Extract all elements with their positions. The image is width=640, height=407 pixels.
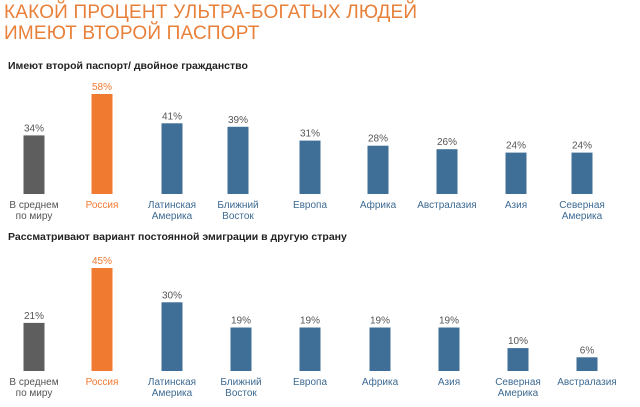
chart-1-category-label-8: Азия [505, 200, 527, 211]
page-title-line-1: КАКОЙ ПРОЦЕНТ УЛЬТРА-БОГАТЫХ ЛЮДЕЙ [4, 2, 418, 23]
chart-2-value-label-6: 19% [370, 316, 390, 327]
chart-2-category-label-8: Северная Америка [495, 377, 541, 399]
chart-1-bar-6 [367, 145, 389, 194]
page-title: КАКОЙ ПРОЦЕНТ УЛЬТРА-БОГАТЫХ ЛЮДЕЙ ИМЕЮТ… [4, 2, 417, 44]
chart-2-bar-3 [161, 302, 183, 371]
chart-2-plot: 21% В среднем по миру 45% Россия 30% Латинская… [9, 256, 616, 399]
chart-1-bar-2 [91, 94, 113, 194]
chart-1-value-label-5: 31% [300, 129, 320, 140]
chart-1-category-label-2: Россия [86, 200, 119, 211]
chart-1-category-label-9: Северная Америка [559, 200, 605, 222]
chart-1-bar-4 [227, 126, 249, 194]
chart-2-bar-5 [299, 327, 321, 371]
chart-2-category-label-2: Россия [86, 377, 119, 388]
chart-2-category-label-3: Латинская Америка [148, 377, 196, 399]
chart-2-bar-1 [23, 322, 45, 371]
chart-1-value-label-9: 24% [572, 141, 592, 152]
chart-2-value-label-7: 19% [439, 316, 459, 327]
chart-1-bar-1 [23, 135, 45, 194]
chart-2-bar-7 [438, 327, 460, 371]
chart-1-category-label-5: Европа [293, 200, 328, 211]
chart-2-value-label-3: 30% [162, 290, 182, 301]
chart-1-category-label-6: Африка [360, 199, 397, 211]
chart-1-value-label-8: 24% [506, 141, 526, 152]
chart-2-category-label-6: Африка [362, 376, 399, 388]
chart-1-bar-9 [571, 152, 593, 194]
chart-1-category-label-7: Австралазия [417, 200, 476, 211]
chart-2-value-label-8: 10% [508, 336, 528, 347]
chart-1-bar-3 [161, 123, 183, 194]
chart-2-category-label-4: Ближний Восток [220, 377, 261, 399]
chart-1-title: Имеют второй паспорт/ двойное гражданств… [8, 60, 248, 72]
chart-2-category-label-7: Азия [438, 377, 460, 388]
chart-2-value-label-9: 6% [580, 345, 595, 356]
chart-2-title: Рассматривают вариант постоянной эмиграц… [8, 231, 347, 243]
chart-2-value-label-1: 21% [24, 311, 44, 322]
chart-2-category-label-1: В среднем по миру [9, 377, 58, 399]
chart-2-bar-2 [91, 268, 113, 371]
chart-1-bar-7 [436, 149, 458, 194]
chart-2-category-label-9: Австралазия [557, 377, 616, 388]
page-title-line-2: ИМЕЮТ ВТОРОЙ ПАСПОРТ [4, 23, 260, 44]
chart-2-value-label-4: 19% [231, 316, 251, 327]
chart-1-bar-5 [299, 140, 321, 194]
chart-1-value-label-3: 41% [162, 111, 182, 122]
chart-2-value-label-2: 45% [92, 256, 112, 267]
chart-1-value-label-7: 26% [437, 137, 457, 148]
chart-1-bar-8 [505, 152, 527, 194]
chart-1-category-label-4: Ближний Восток [217, 200, 258, 222]
chart-2-category-label-5: Европа [293, 377, 328, 388]
chart-1-value-label-4: 39% [228, 115, 248, 126]
chart-1-value-label-1: 34% [24, 123, 44, 134]
chart-2-bar-4 [230, 327, 252, 371]
chart-1-category-label-1: В среднем по миру [9, 200, 58, 222]
chart-1-value-label-6: 28% [368, 134, 388, 145]
chart-1-value-label-2: 58% [92, 82, 112, 93]
chart-2-bar-9 [576, 357, 598, 371]
chart-2-bar-6 [369, 327, 391, 371]
chart-1-category-label-3: Латинская Америка [148, 200, 196, 222]
chart-2-bar-8 [507, 348, 529, 371]
chart-2-value-label-5: 19% [300, 316, 320, 327]
chart-1-plot: 34% В среднем по миру 58% Россия 41% Латинская… [9, 82, 604, 222]
